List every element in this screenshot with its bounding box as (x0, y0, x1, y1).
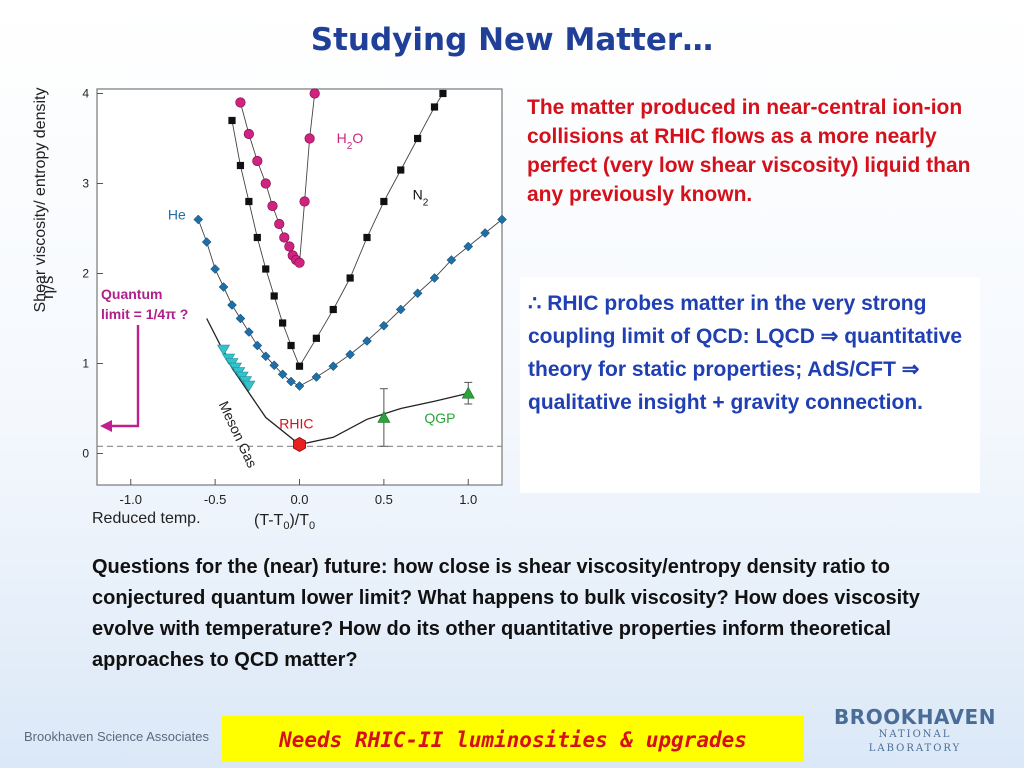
he-point (362, 336, 372, 346)
bnl-logo-main: BROOKHAVEN (834, 705, 996, 729)
h2o-point (252, 155, 263, 167)
n2-point (430, 103, 439, 111)
he-point (412, 288, 423, 299)
quantum-arrow-head (100, 420, 112, 432)
x-axis-label-reduced: Reduced temp. (92, 510, 201, 527)
n2-point (287, 341, 295, 350)
h2o-point (299, 196, 310, 207)
series-line (231, 93, 444, 368)
meson-gas-point (217, 344, 231, 356)
n2-point (236, 161, 245, 170)
n2-point (228, 116, 236, 125)
bnl-logo-sub: NATIONAL LABORATORY (868, 729, 962, 754)
h2o-point (243, 128, 254, 140)
he-point (269, 360, 280, 371)
h2o-point (294, 257, 305, 268)
quantum-line1: Quantum (101, 286, 163, 302)
n2-point (363, 233, 371, 242)
he-point (210, 264, 220, 274)
y-tick-label: 0 (82, 447, 89, 461)
n2-point (270, 292, 278, 300)
series-label-he: He (168, 207, 186, 223)
h2o-point (279, 232, 290, 243)
he-point (497, 214, 507, 225)
h2o-point (235, 97, 246, 108)
rhic-point (292, 437, 307, 452)
quantum-limit-annotation: Quantum limit = 1/4π ? (101, 284, 188, 324)
he-point (311, 372, 322, 382)
blue-statement-box: ∴ RHIC probes matter in the very strong … (520, 277, 980, 493)
meson-gas-point (242, 380, 256, 392)
fit-curve (206, 318, 469, 446)
highlight-text: Needs RHIC-II luminosities & upgrades (279, 728, 747, 752)
he-point (260, 351, 271, 362)
x-axis-label-formula: (T-T0)/T0 (254, 512, 316, 533)
h2o-point (309, 88, 320, 99)
series-label-qgp: QGP (424, 410, 455, 426)
qgp-point (461, 386, 475, 399)
he-point (252, 340, 263, 351)
bnl-logo: BROOKHAVEN NATIONAL LABORATORY (830, 706, 1000, 756)
slide-title: Studying New Matter… (310, 22, 714, 58)
plot-frame (96, 88, 503, 486)
x-tick-label: -0.5 (204, 492, 226, 507)
n2-point (397, 166, 405, 174)
he-point (345, 349, 355, 360)
n2-point (329, 305, 337, 314)
he-point (201, 237, 212, 247)
h2o-point (260, 178, 271, 189)
he-point (235, 313, 246, 324)
he-point (379, 320, 389, 331)
viscosity-chart: -1.0 -0.5 0.0 0.5 1.0 0 1 2 3 4 H2O N2 He Meson Gas RH… (30, 80, 510, 545)
x-tick-label: 0.0 (290, 492, 308, 507)
footer-organization: Brookhaven Science Associates (24, 729, 209, 744)
questions-text: Questions for the (near) future: how clo… (92, 556, 920, 671)
y-tick-label: 3 (82, 177, 89, 191)
he-point (294, 381, 305, 391)
highlight-box: Needs RHIC-II luminosities & upgrades (222, 716, 804, 762)
h2o-point (304, 133, 315, 144)
he-point (463, 241, 474, 252)
y-axis-symbol: η/s (38, 275, 58, 300)
he-point (218, 282, 229, 292)
n2-point (414, 134, 422, 143)
n2-point (279, 319, 287, 327)
quantum-arrow-line (108, 325, 140, 428)
he-point (429, 273, 440, 283)
he-point (193, 214, 204, 225)
h2o-point (284, 241, 295, 252)
he-point (277, 369, 288, 380)
y-tick-label: 1 (82, 357, 89, 371)
x-tick-label: 1.0 (459, 492, 477, 507)
n2-point (312, 334, 320, 342)
he-point (328, 361, 339, 372)
he-point (244, 327, 254, 337)
n2-point (295, 362, 304, 370)
h2o-point (267, 200, 278, 212)
n2-point (439, 89, 447, 98)
n2-point (380, 197, 388, 206)
he-point (227, 300, 237, 310)
n2-point (262, 265, 270, 273)
he-point (395, 304, 406, 315)
x-tick-label: -1.0 (120, 492, 142, 507)
n2-point (346, 274, 354, 282)
x-tick-label: 0.5 (375, 492, 393, 507)
y-tick-label: 4 (82, 87, 89, 101)
he-point (286, 376, 296, 387)
series-label-rhic: RHIC (279, 415, 313, 431)
red-statement: The matter produced in near-central ion-… (527, 96, 971, 206)
y-tick-label: 2 (82, 267, 89, 281)
quantum-line2: limit = 1/4π ? (101, 306, 189, 322)
n2-point (245, 197, 253, 206)
n2-point (253, 233, 261, 242)
qgp-point (377, 410, 391, 423)
blue-statement: ∴ RHIC probes matter in the very strong … (528, 292, 963, 414)
he-point (480, 228, 490, 238)
he-point (446, 255, 457, 265)
h2o-point (274, 218, 285, 230)
